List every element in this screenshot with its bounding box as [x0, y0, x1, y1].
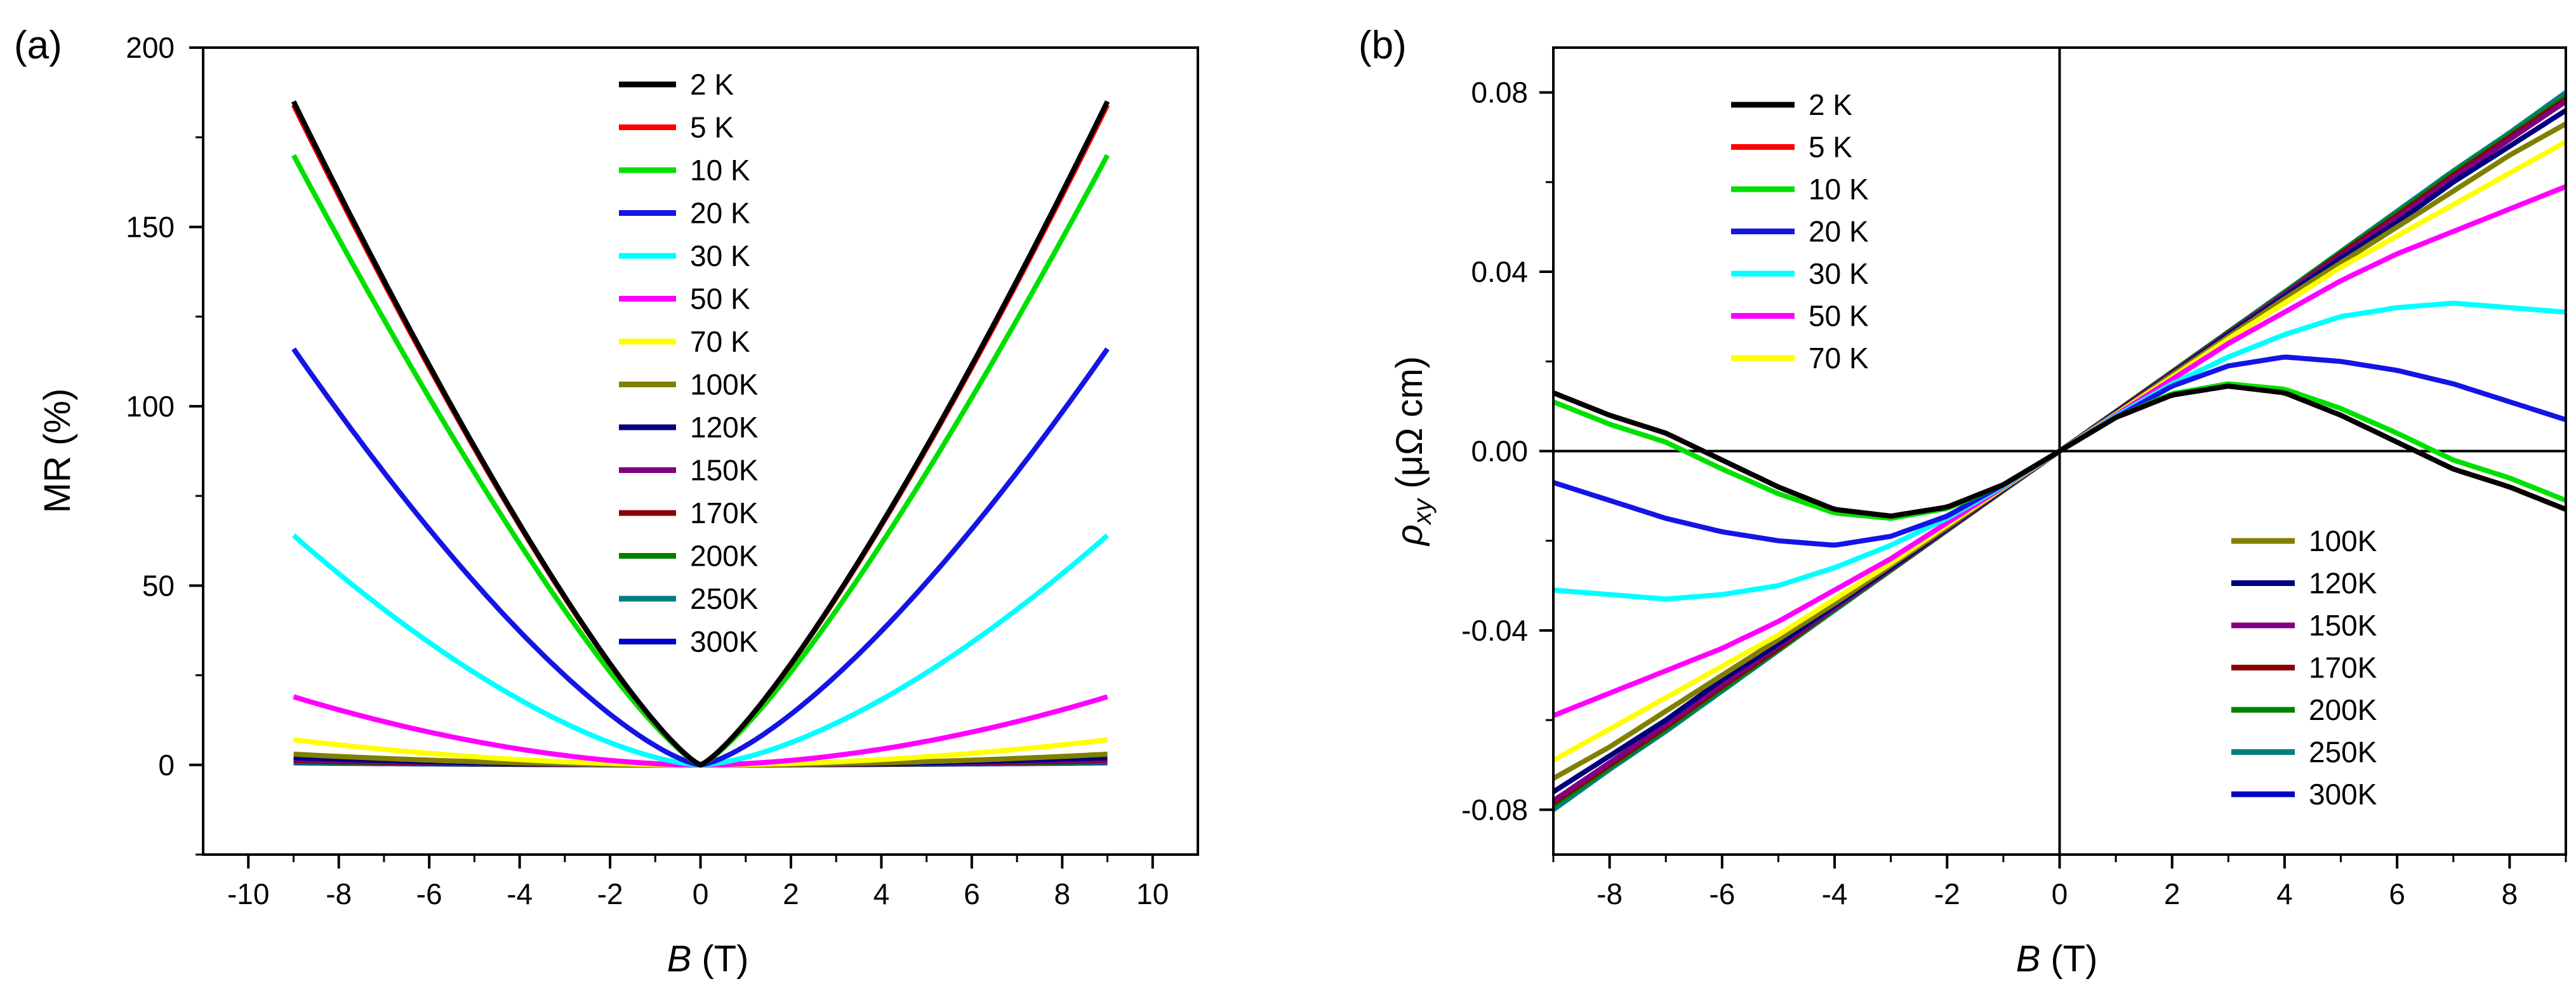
panel-a-ytick-label: 100: [126, 390, 175, 423]
panel-a-legend-label-50-k: 50 K: [690, 283, 750, 316]
panel-a-legend: 2 K 5 K 10 K 20 K 30 K 50 K 70 K 100K 120K 150K 17…: [619, 68, 759, 658]
panel-b-legend-label-20-k: 20 K: [1809, 215, 1869, 248]
panel-b-series-2-k: [1552, 383, 2567, 519]
panel-a-ytick-label: 50: [142, 569, 175, 602]
panel-a-ytick-label: 0: [158, 749, 175, 782]
panel-a-legend-label-300k: 300K: [690, 625, 759, 658]
panel-b-legend-label-50-k: 50 K: [1809, 300, 1869, 333]
panel-b-xtick-label: -4: [1822, 877, 1848, 910]
panel-b-legend-label-10-k: 10 K: [1809, 173, 1869, 206]
panel-b-xtick-label: 2: [2164, 877, 2181, 910]
panel-b-xtick-label: 6: [2389, 877, 2405, 910]
panel-b-ticks: -8 -6 -4 -2 0 2 4 6 8 -0.08 -0.04 0.00 0.04 0.08: [1461, 76, 2567, 910]
panel-b-legend-label-30-k: 30 K: [1809, 257, 1869, 290]
panel-b-legend-label-300k: 300K: [2309, 778, 2377, 811]
panel-b-ytick-label: -0.04: [1461, 614, 1528, 647]
panel-b-legend-label-120k: 120K: [2309, 567, 2377, 600]
panel-b-legend: 2 K 5 K 10 K 20 K 30 K 50 K 70 K 100K 120K 150K 17…: [1731, 88, 2377, 811]
panel-a-xtick-label: -8: [326, 877, 352, 910]
panel-b-lines: [1551, 90, 2568, 812]
panel-b-xtick-label: 4: [2276, 877, 2293, 910]
panel-b-legend-label-170k: 170K: [2309, 651, 2377, 684]
panel-a-legend-label-200k: 200K: [690, 540, 759, 573]
panel-b-xtick-label: 8: [2502, 877, 2518, 910]
panel-a-ytick-label: 200: [126, 31, 175, 64]
panel-b-xtick-label: -6: [1709, 877, 1735, 910]
panel-a-xtick-label: 4: [873, 877, 890, 910]
panel-b-xtick-label: -8: [1597, 877, 1623, 910]
panel-b-legend-label-100k: 100K: [2309, 524, 2377, 557]
panel-a-legend-label-5-k: 5 K: [690, 111, 734, 144]
panel-a-xtick-label: -10: [227, 877, 269, 910]
panel-b-legend-label-200k: 200K: [2309, 693, 2377, 726]
panel-a-series-2-k: [291, 100, 1110, 768]
panel-b-legend-label-2-k: 2 K: [1809, 88, 1852, 121]
panel-b: (b) -8 -6 -4 -2 0 2 4 6 8-0.08-0.040.000.040.08 …: [1358, 23, 2568, 980]
panel-b-label: (b): [1358, 23, 1407, 67]
panel-a-legend-label-100k: 100K: [690, 368, 759, 401]
panel-a-xtick-label: -4: [507, 877, 533, 910]
panel-b-legend-label-5-k: 5 K: [1809, 131, 1852, 164]
panel-b-legend-label-70-k: 70 K: [1809, 342, 1869, 375]
panel-a-legend-label-170k: 170K: [690, 496, 759, 530]
panel-a-legend-label-150k: 150K: [690, 454, 759, 487]
panel-b-ytick-label: 0.04: [1471, 255, 1528, 288]
panel-a-xtick-label: 2: [783, 877, 799, 910]
panel-b-ytick-label: -0.08: [1461, 793, 1528, 826]
panel-a-xtick-label: 8: [1054, 877, 1071, 910]
panel-b-xtick-label: -2: [1934, 877, 1960, 910]
panel-a-legend-label-250k: 250K: [690, 582, 759, 615]
panel-b-xlabel: B (T): [2016, 938, 2098, 980]
panel-b-ytick-label: 0.00: [1471, 435, 1528, 468]
panel-a-xtick-label: 0: [693, 877, 709, 910]
panel-a-label: (a): [14, 23, 62, 67]
panel-b-ylabel: ρxy (μΩ cm): [1389, 356, 1437, 547]
panel-b-xtick-label: 0: [2052, 877, 2068, 910]
panel-b-legend-label-150k: 150K: [2309, 609, 2377, 642]
panel-a-xtick-label: -6: [416, 877, 442, 910]
panel-a-legend-label-20-k: 20 K: [690, 197, 750, 230]
panel-b-ytick-label: 0.08: [1471, 76, 1528, 109]
panel-a-xtick-label: -2: [597, 877, 623, 910]
panel-a-xlabel: B (T): [667, 938, 749, 980]
panel-a-xtick-label: 6: [964, 877, 980, 910]
panel-a-legend-label-2-k: 2 K: [690, 68, 734, 101]
panel-a-legend-label-10-k: 10 K: [690, 154, 750, 187]
panel-a-ytick-label: 150: [126, 210, 175, 243]
panel-a-legend-label-120k: 120K: [690, 411, 759, 444]
panel-b-legend-label-250k: 250K: [2309, 736, 2377, 769]
panel-a-legend-label-70-k: 70 K: [690, 325, 750, 358]
panel-a-xtick-label: 10: [1136, 877, 1169, 910]
panel-a-lines: [291, 100, 1110, 768]
panel-a-ylabel: MR (%): [37, 389, 78, 514]
panel-a-legend-label-30-k: 30 K: [690, 239, 750, 272]
